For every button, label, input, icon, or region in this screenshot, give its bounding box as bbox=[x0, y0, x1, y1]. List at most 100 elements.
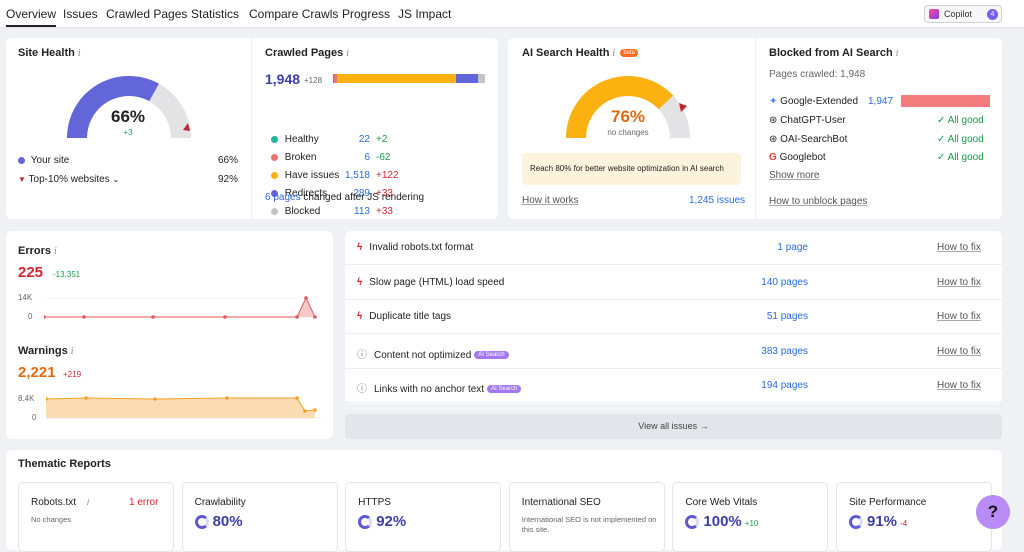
view-all-issues-button[interactable]: View all issues → bbox=[345, 414, 1002, 439]
copilot-badge: 4 bbox=[987, 9, 998, 20]
target-marker-icon bbox=[679, 103, 687, 112]
unblock-pages-link[interactable]: How to unblock pages bbox=[769, 196, 868, 207]
your-site-dot bbox=[18, 156, 25, 164]
thematic-report-card[interactable]: Core Web Vitals 100% +10 bbox=[672, 482, 829, 552]
blocked-row: ⊛ ChatGPT-User bbox=[769, 115, 846, 126]
thematic-report-card[interactable]: International SEO International SEO is n… bbox=[508, 482, 665, 552]
crawled-total-delta: +128 bbox=[304, 76, 323, 85]
blocked-row: G Googlebot bbox=[769, 152, 826, 163]
report-name: Core Web Vitals bbox=[685, 497, 758, 508]
warnings-title: Warnings i bbox=[18, 345, 74, 357]
report-value: 80% bbox=[212, 513, 243, 530]
report-name: International SEO bbox=[521, 497, 601, 508]
crawled-total: 1,948 bbox=[265, 71, 301, 87]
site-health-delta: +3 bbox=[123, 128, 133, 137]
issue-pages-link[interactable]: 51 pages bbox=[766, 311, 808, 322]
crawled-row-label: Blocked bbox=[284, 206, 321, 217]
warnings-ymax: 8.4K bbox=[18, 394, 35, 403]
tab-statistics[interactable]: Statistics bbox=[191, 7, 240, 21]
crawled-row-value[interactable]: 289 bbox=[353, 188, 370, 199]
error-icon: ϟ bbox=[357, 311, 363, 322]
top10-label: Top-10% websites bbox=[28, 174, 110, 185]
crawled-row-value[interactable]: 113 bbox=[354, 206, 370, 217]
how-to-fix-link[interactable]: How to fix bbox=[937, 380, 981, 391]
thematic-report-card[interactable]: Crawlability 80% bbox=[181, 482, 338, 552]
your-site-label: Your site bbox=[30, 155, 70, 166]
crawled-row[interactable]: Have issues bbox=[271, 170, 339, 181]
crawled-row-value[interactable]: 22 bbox=[358, 134, 370, 145]
tab-crawled-pages[interactable]: Crawled Pages bbox=[106, 7, 188, 21]
crawled-row[interactable]: Healthy bbox=[271, 134, 319, 145]
help-button[interactable]: ? bbox=[976, 495, 1010, 529]
tab-compare-crawls[interactable]: Compare Crawls bbox=[249, 7, 339, 21]
warnings-area bbox=[46, 398, 315, 418]
show-more-link[interactable]: Show more bbox=[769, 170, 820, 181]
tab-progress[interactable]: Progress bbox=[342, 7, 391, 21]
crawled-row-value[interactable]: 6 bbox=[364, 152, 370, 163]
crawled-row-delta: +33 bbox=[376, 188, 393, 199]
issue-text: Content not optimized bbox=[374, 349, 472, 361]
thematic-report-card[interactable]: HTTPS 92% bbox=[345, 482, 502, 552]
copilot-label: Copilot bbox=[944, 9, 973, 19]
issue-pages-link[interactable]: 194 pages bbox=[761, 380, 808, 391]
bar-healthy bbox=[333, 74, 334, 83]
thematic-report-card[interactable]: Site Performance 91% -4 bbox=[836, 482, 992, 552]
all-good-status: ✓ All good bbox=[937, 134, 984, 145]
issue-pages-link[interactable]: 140 pages bbox=[761, 276, 808, 288]
beta-badge: beta bbox=[620, 49, 638, 58]
errors-point bbox=[304, 296, 308, 300]
js-changed-note: 6 pages changed after JS rendering bbox=[265, 192, 424, 203]
issue-pages-link[interactable]: 383 pages bbox=[761, 345, 808, 357]
triangle-down-icon: ▼ bbox=[18, 175, 26, 184]
crawled-row[interactable]: Redirects bbox=[271, 188, 327, 199]
warnings-point bbox=[225, 396, 229, 400]
blocked-ai-title: Blocked from AI Search i bbox=[769, 47, 899, 59]
report-extra[interactable]: 1 error bbox=[129, 497, 159, 508]
ai-issues-link[interactable]: 1,245 issues bbox=[689, 195, 746, 206]
info-icon: i bbox=[70, 347, 74, 357]
error-icon: ϟ bbox=[357, 242, 363, 253]
arrow-right-icon: → bbox=[699, 421, 709, 431]
crawled-row-delta: +122 bbox=[376, 170, 399, 181]
crawled-stacked-bar bbox=[333, 74, 485, 83]
issue-text: Invalid robots.txt format bbox=[369, 242, 474, 253]
crawled-row[interactable]: Broken bbox=[271, 152, 316, 163]
crawled-row[interactable]: Blocked bbox=[271, 206, 320, 217]
ai-health-title: AI Search Health i beta bbox=[522, 47, 638, 59]
site-health-title: Site Health i bbox=[18, 47, 81, 59]
warnings-value: 2,221 bbox=[18, 364, 56, 381]
gauge-fill bbox=[566, 76, 674, 139]
errors-point bbox=[151, 315, 155, 319]
ai-health-gauge bbox=[566, 76, 690, 139]
how-it-works-link[interactable]: How it works bbox=[522, 195, 579, 206]
openai-icon: ⊛ bbox=[769, 115, 778, 126]
tab-overview[interactable]: Overview bbox=[6, 7, 57, 27]
how-to-fix-link[interactable]: How to fix bbox=[937, 311, 981, 322]
bar-blocked bbox=[478, 74, 485, 83]
copilot-button[interactable]: Copilot 4 bbox=[924, 5, 1002, 23]
how-to-fix-link[interactable]: How to fix bbox=[937, 276, 981, 288]
info-icon: i bbox=[77, 49, 81, 59]
js-changed-link[interactable]: 6 pages bbox=[265, 192, 301, 203]
report-note: No changes bbox=[31, 515, 72, 524]
divider bbox=[755, 38, 756, 219]
tab-js-impact[interactable]: JS Impact bbox=[398, 7, 452, 21]
issue-pages-link[interactable]: 1 page bbox=[777, 242, 808, 253]
how-to-fix-link[interactable]: How to fix bbox=[937, 242, 981, 253]
errors-delta: -13,351 bbox=[53, 270, 81, 279]
site-health-gauge bbox=[66, 75, 191, 139]
how-to-fix-link[interactable]: How to fix bbox=[937, 345, 981, 357]
warnings-point bbox=[46, 397, 48, 401]
issue-row: ⓘ Content not optimized AI Search 383 page… bbox=[345, 335, 1002, 369]
warnings-point bbox=[303, 409, 307, 413]
blocked-count[interactable]: 1,947 bbox=[868, 96, 894, 107]
top10-selector[interactable]: ▼ Top-10% websites ⌄ bbox=[18, 174, 119, 185]
crawled-row-label: Healthy bbox=[284, 134, 319, 145]
bar-broken bbox=[334, 74, 337, 83]
tab-issues[interactable]: Issues bbox=[63, 7, 98, 21]
report-name: Crawlability bbox=[194, 497, 246, 508]
crawled-row-value[interactable]: 1,518 bbox=[344, 170, 370, 181]
errors-line bbox=[44, 296, 316, 318]
health-crawled-card: Site Health i 66% +3 Your site 66% ▼ Top-… bbox=[6, 38, 498, 219]
warnings-ymin: 0 bbox=[32, 413, 37, 422]
